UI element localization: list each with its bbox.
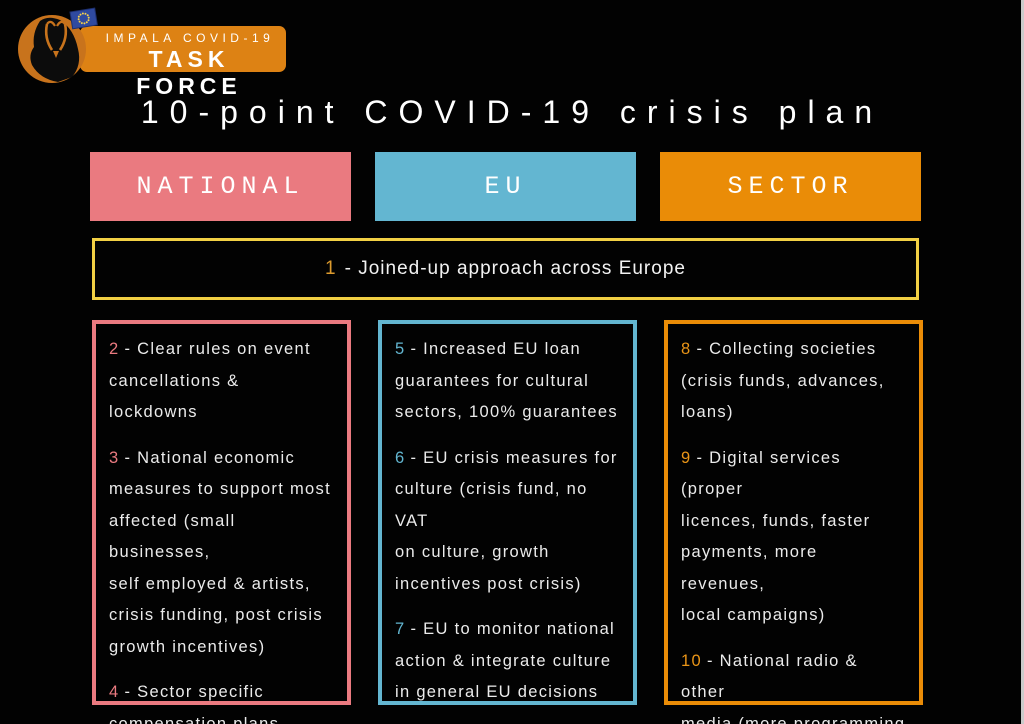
logo-line1: IMPALA COVID-19 bbox=[105, 31, 275, 45]
point-5: 5- Increased EU loan guarantees for cult… bbox=[395, 334, 620, 429]
point-number: 6 bbox=[395, 448, 406, 467]
point-7: 7- EU to monitor national action & integ… bbox=[395, 614, 620, 709]
point-1-box: 1 - Joined-up approach across Europe bbox=[92, 238, 919, 300]
impala-task-force-logo: IMPALA COVID-19 TASK FORCE bbox=[0, 0, 320, 99]
page-title: 10-point COVID-19 crisis plan bbox=[140, 94, 884, 130]
point-number: 3 bbox=[109, 448, 120, 467]
point-8: 8- Collecting societies (crisis funds, a… bbox=[681, 334, 906, 429]
point-number: 2 bbox=[109, 340, 120, 358]
column-eu: 5- Increased EU loan guarantees for cult… bbox=[378, 320, 637, 705]
impala-head-icon bbox=[18, 7, 98, 83]
point-6: 6- EU crisis measures for culture (crisi… bbox=[395, 443, 620, 601]
point-number: 9 bbox=[681, 448, 692, 467]
screen-right-edge bbox=[1021, 0, 1024, 724]
point-text: - Sector specific compensation plans bbox=[109, 683, 280, 724]
point-text: - Digital services (proper licences, fun… bbox=[681, 448, 871, 625]
point-number: 10 bbox=[681, 651, 702, 670]
header-national: NATIONAL bbox=[90, 152, 351, 221]
point-number: 7 bbox=[395, 620, 406, 638]
point-number: 5 bbox=[395, 340, 406, 358]
point-text: - EU to monitor national action & integr… bbox=[395, 620, 616, 701]
point-2: 2- Clear rules on event cancellations & … bbox=[109, 334, 334, 429]
point-10: 10- National radio & other media (more p… bbox=[681, 646, 906, 724]
columns-row: 2- Clear rules on event cancellations & … bbox=[92, 320, 923, 724]
point-text: - Increased EU loan guarantees for cultu… bbox=[395, 340, 618, 421]
eu-flag-icon bbox=[69, 7, 98, 30]
point-3: 3- National economic measures to support… bbox=[109, 443, 334, 664]
point-number: 1 bbox=[325, 258, 337, 279]
point-number: 8 bbox=[681, 340, 692, 358]
logo-line2: TASK FORCE bbox=[136, 46, 242, 99]
point-text: - Clear rules on event cancellations & l… bbox=[109, 340, 311, 421]
point-text: - National economic measures to support … bbox=[109, 448, 331, 656]
point-text: - EU crisis measures for culture (crisis… bbox=[395, 448, 618, 593]
point-text: - National radio & other media (more pro… bbox=[681, 651, 906, 724]
header-eu: EU bbox=[375, 152, 636, 221]
header-sector: SECTOR bbox=[660, 152, 921, 221]
point-number: 4 bbox=[109, 683, 120, 701]
category-header-row: NATIONAL EU SECTOR bbox=[90, 152, 921, 221]
column-national: 2- Clear rules on event cancellations & … bbox=[92, 320, 351, 724]
logo-banner: IMPALA COVID-19 TASK FORCE bbox=[80, 26, 286, 99]
column-sector: 8- Collecting societies (crisis funds, a… bbox=[664, 320, 923, 724]
point-4: 4- Sector specific compensation plans bbox=[109, 677, 334, 724]
point-text: - Joined-up approach across Europe bbox=[344, 258, 686, 279]
point-9: 9- Digital services (proper licences, fu… bbox=[681, 443, 906, 632]
point-text: - Collecting societies (crisis funds, ad… bbox=[681, 340, 885, 421]
